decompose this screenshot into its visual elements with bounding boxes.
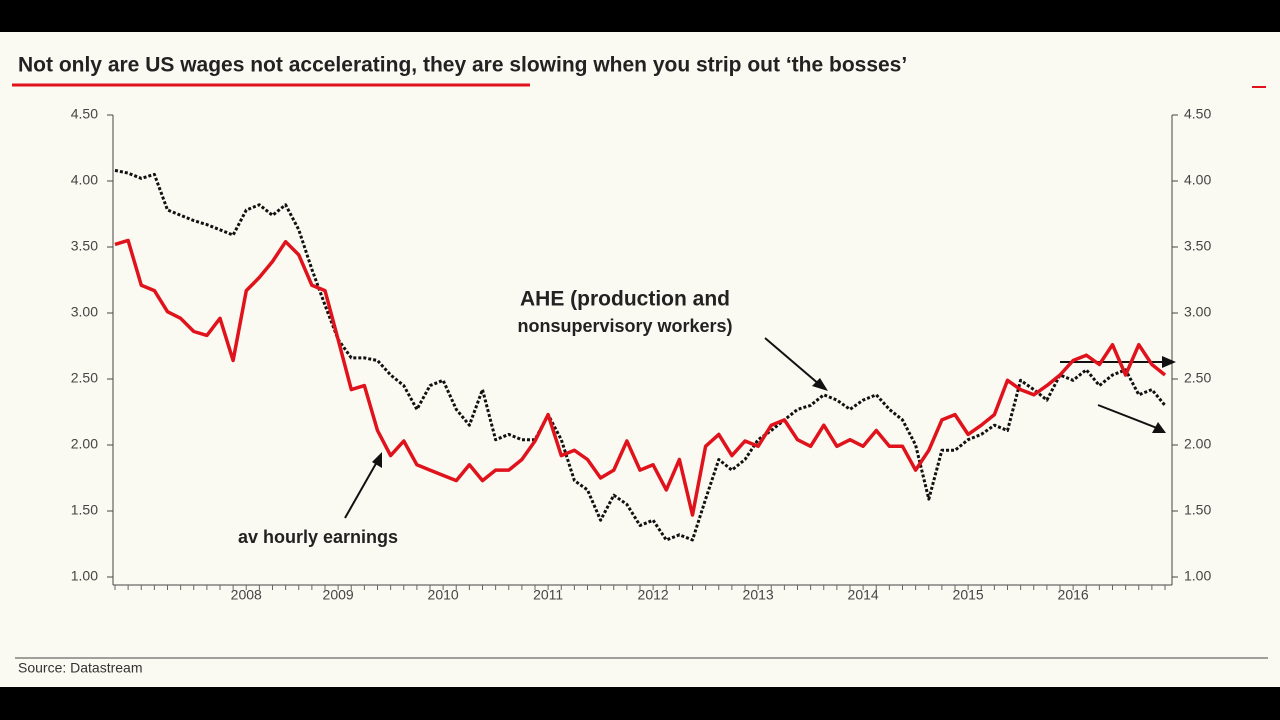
y2-tick-label: 3.50 [1184, 238, 1211, 254]
arrowheads [372, 356, 1176, 468]
arrowhead [1162, 356, 1176, 368]
x-tick-label: 2011 [533, 587, 563, 603]
chart-title: Not only are US wages not accelerating, … [18, 54, 907, 77]
series-line [114, 238, 1167, 517]
y-tick-label: 3.00 [71, 304, 98, 320]
annotation: av hourly earnings [238, 527, 398, 547]
annotation: AHE (production and [520, 288, 730, 311]
y2-tick-label: 1.50 [1184, 502, 1211, 518]
y-tick-label: 4.00 [71, 172, 98, 188]
arrowhead [1152, 422, 1166, 433]
arrow [344, 459, 379, 519]
source: Source: Datastream [18, 660, 143, 676]
y2-tick-label: 1.00 [1184, 568, 1211, 584]
y2-tick-label: 4.00 [1184, 172, 1211, 188]
y2-tick-label: 2.00 [1184, 436, 1211, 452]
series-line [114, 168, 1167, 542]
arrow [764, 337, 821, 386]
y2-tick-label: 2.50 [1184, 370, 1211, 386]
x-tick-label: 2012 [638, 587, 669, 603]
y-tick-label: 2.50 [71, 370, 98, 386]
x-tick-label: 2013 [743, 587, 774, 603]
x-tick-label: 2015 [953, 587, 984, 603]
y-tick-label: 3.50 [71, 238, 98, 254]
arrow [1097, 404, 1163, 431]
annotation: nonsupervisory workers) [517, 316, 732, 336]
y2-tick-label: 3.00 [1184, 304, 1211, 320]
background [0, 32, 1280, 687]
x-tick-label: 2008 [231, 587, 262, 603]
x-tick-label: 2009 [323, 587, 354, 603]
x-tick-label: 2016 [1058, 587, 1089, 603]
y2-tick-label: 4.50 [1184, 106, 1211, 122]
y-tick-label: 2.00 [71, 436, 98, 452]
x-tick-label: 2014 [848, 587, 879, 603]
x-tick-label: 2010 [428, 587, 459, 603]
arrowhead [372, 452, 382, 468]
arrowhead [812, 378, 828, 391]
y-tick-label: 1.50 [71, 502, 98, 518]
y-tick-label: 4.50 [71, 106, 98, 122]
y-tick-label: 1.00 [71, 568, 98, 584]
